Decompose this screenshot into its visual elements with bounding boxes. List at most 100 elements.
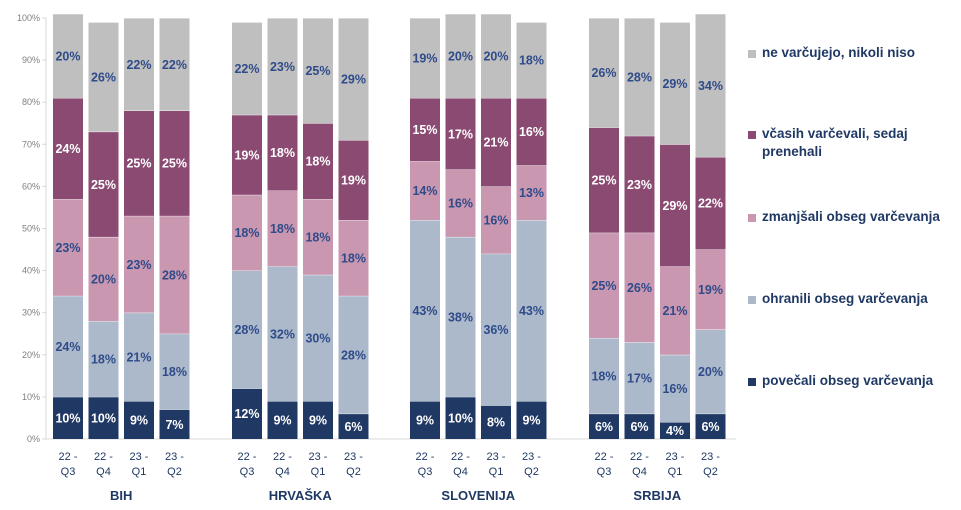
data-label: 9%	[309, 414, 327, 428]
legend-swatch	[748, 131, 756, 139]
x-tick-label: 22 -	[59, 451, 78, 463]
data-label: 32%	[270, 327, 295, 341]
bar-segment	[445, 236, 476, 397]
x-tick-label: 22 -	[238, 451, 257, 463]
x-tick-label: 22 -	[416, 451, 435, 463]
bar-segment	[445, 396, 476, 439]
legend-swatch	[748, 214, 756, 222]
legend-label: včasih varčevali, sedaj prenehali	[762, 126, 908, 159]
bar-segment	[53, 199, 83, 296]
bar-segment	[159, 215, 190, 334]
bar-segment	[660, 144, 690, 267]
data-label: 19%	[234, 148, 259, 162]
bar-segment	[53, 295, 83, 397]
data-label: 7%	[165, 418, 183, 432]
y-tick-label: 80%	[22, 97, 40, 107]
y-tick-label: 90%	[22, 55, 40, 65]
legend-item: včasih varčevali, sedaj prenehali	[748, 125, 958, 161]
bar-segment	[624, 413, 655, 439]
bar-segment	[267, 18, 298, 115]
bar-segment	[267, 401, 298, 439]
group-label: SRBIJA	[633, 488, 681, 503]
bar-segment	[410, 97, 440, 162]
bar-segment	[589, 127, 619, 233]
data-label: 16%	[483, 214, 508, 228]
data-label: 20%	[483, 49, 508, 63]
data-label: 4%	[666, 424, 684, 438]
bar-segment	[124, 312, 154, 402]
y-tick-label: 60%	[22, 181, 40, 191]
bar-segment	[695, 156, 726, 250]
data-label: 18%	[341, 251, 366, 265]
x-tick-label: Q2	[346, 466, 361, 478]
data-label: 23%	[55, 241, 80, 255]
bar-segment	[232, 114, 262, 195]
data-label: 43%	[519, 304, 544, 318]
bar-segment	[589, 337, 619, 414]
bar-segment	[695, 13, 726, 157]
data-label: 16%	[662, 382, 687, 396]
legend-label: povečali obseg varčevanja	[762, 373, 934, 388]
bar-segment	[267, 266, 298, 402]
data-label: 19%	[698, 283, 723, 297]
data-label: 17%	[627, 371, 652, 385]
data-label: 24%	[55, 142, 80, 156]
x-tick-label: Q4	[453, 466, 468, 478]
bar-segment	[589, 413, 619, 439]
bar-segment	[124, 401, 154, 439]
data-label: 12%	[234, 407, 259, 421]
data-label: 9%	[416, 414, 434, 428]
bar-segment	[124, 18, 154, 111]
data-label: 20%	[698, 365, 723, 379]
bar-segment	[410, 220, 440, 402]
bar-segment	[589, 18, 619, 128]
x-tick-label: 23 -	[165, 451, 184, 463]
legend-item: ne varčujejo, nikoli niso	[748, 44, 915, 62]
x-tick-label: 22 -	[451, 451, 470, 463]
bar-segment	[660, 22, 690, 145]
legend-label: ne varčujejo, nikoli niso	[762, 45, 916, 60]
bar-segment	[660, 354, 690, 423]
data-label: 29%	[662, 77, 687, 91]
bar-segment	[589, 232, 619, 338]
data-label: 23%	[270, 60, 295, 74]
bar-segment	[481, 97, 511, 187]
data-label: 28%	[341, 348, 366, 362]
data-label: 13%	[519, 186, 544, 200]
data-label: 21%	[662, 304, 687, 318]
data-label: 26%	[627, 281, 652, 295]
bar-segment	[516, 165, 547, 221]
bar-segment	[660, 422, 690, 439]
x-tick-label: 23 -	[701, 451, 720, 463]
bar-segment	[624, 18, 655, 136]
y-tick-label: 20%	[22, 350, 40, 360]
data-label: 20%	[91, 273, 116, 287]
bar-segment	[338, 295, 369, 414]
data-label: 17%	[448, 127, 473, 141]
x-tick-label: 23 -	[487, 451, 506, 463]
legend-swatch	[748, 50, 756, 58]
x-tick-label: Q1	[668, 466, 683, 478]
chart-legend: ne varčujejo, nikoli niso včasih varčeval…	[748, 0, 958, 440]
data-label: 14%	[412, 184, 437, 198]
bar-segment	[338, 413, 369, 439]
data-label: 25%	[126, 157, 151, 171]
x-tick-label: 23 -	[666, 451, 685, 463]
data-label: 20%	[448, 49, 473, 63]
data-label: 34%	[698, 79, 723, 93]
bar-segment	[267, 114, 298, 191]
data-label: 25%	[305, 64, 330, 78]
data-label: 8%	[487, 416, 505, 430]
data-label: 43%	[412, 304, 437, 318]
data-label: 16%	[448, 197, 473, 211]
data-label: 26%	[91, 70, 116, 84]
bar-segment	[624, 342, 655, 414]
data-label: 30%	[305, 331, 330, 345]
legend-swatch	[748, 296, 756, 304]
data-label: 22%	[162, 58, 187, 72]
data-label: 25%	[591, 279, 616, 293]
data-label: 36%	[483, 323, 508, 337]
data-label: 22%	[126, 58, 151, 72]
x-tick-label: Q3	[418, 466, 433, 478]
x-tick-label: 22 -	[273, 451, 292, 463]
